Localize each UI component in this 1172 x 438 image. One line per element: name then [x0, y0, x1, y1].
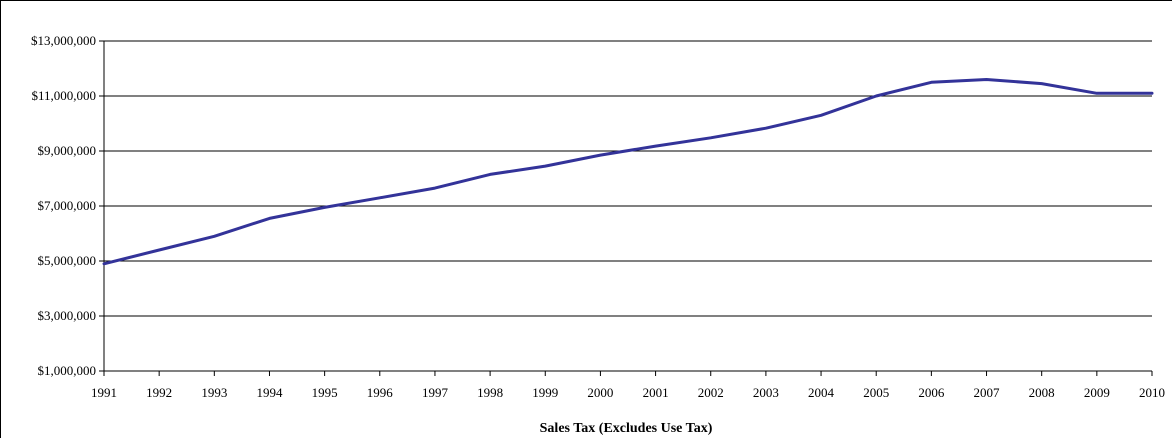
- x-tick-label: 1998: [477, 385, 503, 400]
- x-tick-label: 1993: [201, 385, 227, 400]
- x-tick-label: 1992: [146, 385, 172, 400]
- y-tick-label: $1,000,000: [38, 363, 97, 378]
- axes: [99, 40, 1153, 376]
- y-tick-label: $9,000,000: [38, 143, 97, 158]
- x-tick-label: 2005: [863, 385, 889, 400]
- x-tick-label: 1995: [312, 385, 338, 400]
- y-tick-label: $13,000,000: [31, 33, 96, 48]
- x-tick-label: 1997: [422, 385, 449, 400]
- gridlines: [104, 40, 1152, 317]
- series-layer: [102, 78, 1154, 266]
- x-tick-label: 2003: [753, 385, 779, 400]
- y-tick-label: $11,000,000: [31, 88, 96, 103]
- x-tick-label: 1991: [91, 385, 117, 400]
- x-tick-label: 2006: [918, 385, 945, 400]
- y-tick-label: $5,000,000: [38, 253, 97, 268]
- y-tick-label: $3,000,000: [38, 308, 97, 323]
- x-tick-label: 2009: [1084, 385, 1110, 400]
- y-tick-label: $7,000,000: [38, 198, 97, 213]
- x-tick-label: 2007: [974, 385, 1001, 400]
- x-tick-label: 2001: [643, 385, 669, 400]
- x-tick-label: 1999: [532, 385, 558, 400]
- x-tick-label: 2002: [698, 385, 724, 400]
- x-tick-label: 2000: [587, 385, 613, 400]
- y-tick-labels: $1,000,000 $3,000,000 $5,000,000 $7,000,000…: [31, 33, 96, 378]
- x-tick-label: 1994: [256, 385, 283, 400]
- x-tick-label: 1996: [367, 385, 394, 400]
- x-tick-label: 2008: [1029, 385, 1055, 400]
- x-tick-labels: 1991 1992 1993 1994 1995 1996 1997 1998 1999 2000…: [91, 385, 1165, 400]
- x-tick-label: 2010: [1139, 385, 1165, 400]
- x-axis-title: Sales Tax (Excludes Use Tax): [540, 421, 713, 436]
- series-line: [102, 78, 1154, 266]
- x-tick-label: 2004: [808, 385, 835, 400]
